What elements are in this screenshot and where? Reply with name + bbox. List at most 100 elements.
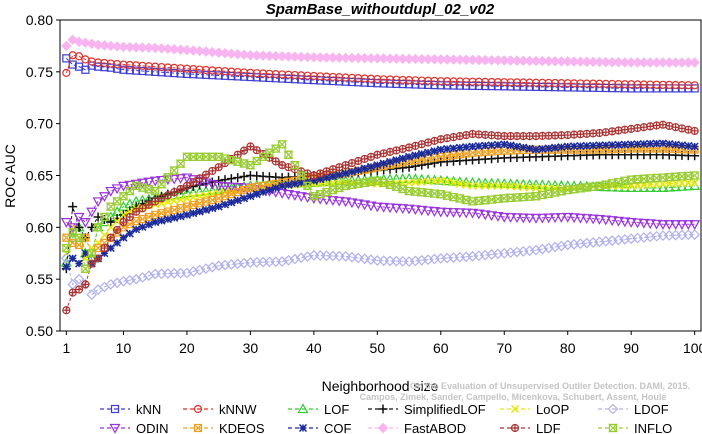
point-inflo — [194, 152, 205, 161]
point-odin — [543, 213, 555, 224]
y-axis: 0.50 0.55 0.60 0.65 0.70 0.75 0.80 — [26, 12, 60, 339]
point-knn — [525, 82, 534, 91]
point-knnw — [347, 73, 357, 82]
point-inflo — [499, 194, 510, 203]
point-ldf — [195, 174, 204, 183]
point-knnw — [665, 80, 674, 89]
point-knnw — [671, 80, 680, 90]
point-odin — [486, 211, 498, 222]
point-simplifiedlof — [417, 160, 427, 170]
x-tick-label: 60 — [433, 340, 449, 356]
point-cof — [493, 140, 502, 149]
point-knnw — [157, 62, 166, 72]
point-knn — [360, 78, 369, 87]
point-knn — [163, 68, 172, 77]
x-tick-label: 1 — [62, 340, 70, 356]
point-ldof — [283, 254, 294, 266]
legend-marker-ldf — [510, 423, 520, 433]
point-knnw — [322, 72, 331, 81]
point-inflo — [537, 190, 548, 200]
point-knnw — [449, 77, 458, 86]
point-cof — [170, 213, 179, 222]
point-knn — [144, 67, 153, 76]
point-knn — [633, 84, 642, 93]
legend-marker-knnw — [193, 404, 203, 414]
point-knn — [68, 60, 77, 69]
point-knn — [493, 82, 503, 91]
point-cof — [570, 142, 579, 151]
point-knnw — [481, 77, 490, 86]
series-ldof — [60, 229, 701, 301]
point-odin — [340, 197, 352, 208]
point-odin — [206, 180, 218, 190]
point-inflo — [689, 171, 700, 180]
point-inflo — [346, 180, 357, 189]
point-knnw — [360, 74, 369, 83]
point-ldf — [106, 233, 115, 242]
point-odin — [276, 189, 288, 199]
point-knn — [246, 72, 255, 82]
point-cof — [379, 159, 388, 168]
point-inflo — [270, 144, 281, 153]
y-tick-label: 0.75 — [26, 64, 53, 80]
legend-marker-simplifiedlof — [378, 404, 388, 414]
point-knn — [239, 72, 249, 81]
point-cof — [417, 149, 426, 158]
point-cof — [328, 172, 337, 181]
point-inflo — [473, 196, 484, 205]
point-knn — [436, 81, 445, 90]
point-odin — [105, 186, 117, 197]
point-inflo — [575, 184, 586, 193]
point-simplifiedlof — [226, 174, 236, 184]
point-cof — [646, 139, 655, 148]
point-knnw — [595, 79, 604, 88]
y-tick-label: 0.80 — [26, 12, 53, 28]
point-inflo — [416, 188, 427, 197]
point-knnw — [366, 74, 376, 83]
point-cof — [303, 177, 312, 186]
point-odin — [682, 220, 694, 230]
point-knn — [303, 75, 312, 84]
point-knnw — [519, 78, 528, 87]
point-knn — [423, 80, 433, 89]
point-odin — [663, 220, 675, 230]
point-cof — [151, 218, 160, 227]
point-loop — [462, 180, 471, 189]
point-knn — [582, 83, 591, 92]
point-knnw — [113, 59, 122, 69]
point-inflo — [531, 192, 541, 201]
point-ldof — [73, 273, 85, 285]
point-ldf — [182, 181, 192, 190]
point-knn — [595, 83, 604, 93]
series-layer — [60, 34, 701, 315]
point-knnw — [151, 62, 160, 71]
legend-item-knnw: kNNW — [183, 402, 257, 417]
point-knn — [347, 77, 357, 87]
watermark-line-2: Campos, Zimek, Sander, Campello, Micenko… — [360, 392, 667, 402]
point-knn — [404, 80, 414, 89]
point-inflo — [613, 178, 624, 187]
point-inflo — [143, 185, 154, 194]
point-knnw — [652, 80, 661, 89]
x-tick-label: 70 — [496, 340, 512, 356]
point-knn — [87, 61, 96, 70]
point-ldf — [68, 288, 77, 297]
point-inflo — [410, 187, 421, 196]
legend-label-ldof: LDOF — [634, 402, 669, 417]
point-fastabod — [162, 43, 174, 55]
point-cof — [284, 180, 293, 189]
point-simplifiedlof — [239, 172, 249, 182]
point-cof — [119, 233, 128, 242]
point-inflo — [607, 179, 618, 188]
point-cof — [227, 198, 236, 207]
point-fastabod — [213, 47, 224, 58]
x-tick-label: 40 — [306, 340, 322, 356]
point-ldof — [137, 272, 148, 283]
point-knn — [157, 68, 166, 77]
point-knnw — [417, 76, 426, 85]
point-knnw — [404, 76, 414, 85]
point-knnw — [106, 59, 115, 68]
point-knnw — [493, 77, 503, 87]
point-knnw — [195, 65, 204, 74]
